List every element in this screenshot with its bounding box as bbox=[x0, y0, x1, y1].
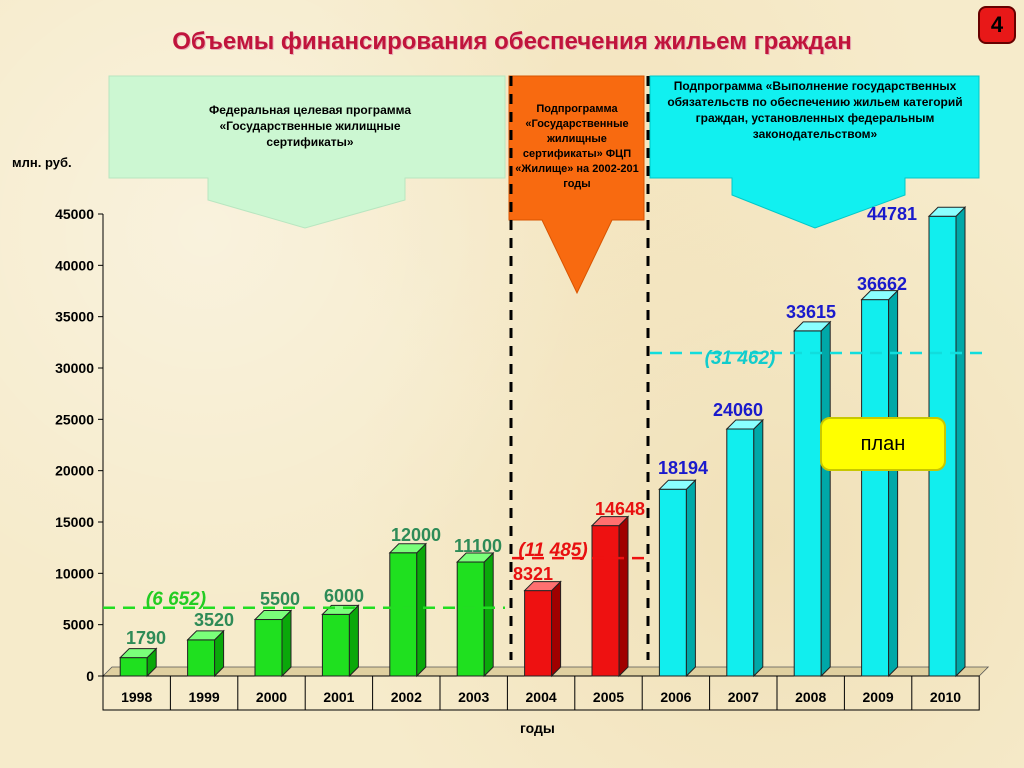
bar-side-2008 bbox=[820, 320, 831, 678]
y-tick-label: 40000 bbox=[55, 257, 94, 273]
chart-title: Объемы финансирования обеспечения жильем… bbox=[172, 28, 852, 55]
x-tick-label: 2009 bbox=[863, 689, 894, 705]
y-tick-label: 10000 bbox=[55, 565, 94, 581]
bar-2005 bbox=[591, 525, 620, 677]
bar-2003 bbox=[456, 561, 485, 677]
bar-top-2009 bbox=[860, 290, 899, 301]
bar-side-2010 bbox=[955, 206, 966, 678]
bar-top-2010 bbox=[927, 206, 967, 217]
y-tick-label: 15000 bbox=[55, 514, 94, 530]
bar-2000 bbox=[254, 619, 283, 677]
y-tick-label: 25000 bbox=[55, 411, 94, 427]
x-tick-label: 2003 bbox=[458, 689, 489, 705]
y-tick-label: 35000 bbox=[55, 309, 94, 325]
data-label-2004: 8321 bbox=[513, 564, 553, 584]
bar-2001 bbox=[321, 613, 350, 677]
data-label-2007: 24060 bbox=[713, 400, 763, 420]
x-tick-label: 2004 bbox=[526, 689, 557, 705]
bar-side-2005 bbox=[618, 515, 629, 678]
bar-top-2006 bbox=[658, 479, 697, 490]
x-tick-label: 2000 bbox=[256, 689, 287, 705]
average-label-green: (6 652) bbox=[146, 589, 206, 610]
y-tick-label: 5000 bbox=[63, 617, 94, 633]
housing-banner-arrow bbox=[508, 75, 645, 295]
bar-top-2000 bbox=[253, 610, 293, 621]
data-label-2000: 5500 bbox=[260, 589, 300, 609]
data-label-2005: 14648 bbox=[595, 499, 645, 519]
y-tick-label: 20000 bbox=[55, 463, 94, 479]
bar-1998 bbox=[119, 657, 148, 677]
x-tick-label: 2010 bbox=[930, 689, 961, 705]
bar-top-1998 bbox=[118, 648, 158, 659]
x-tick-label: 2005 bbox=[593, 689, 624, 705]
bar-2009 bbox=[861, 299, 890, 677]
bar-top-2007 bbox=[725, 419, 765, 430]
bar-side-2003 bbox=[483, 551, 494, 678]
bar-side-2009 bbox=[888, 289, 899, 678]
data-label-1999: 3520 bbox=[194, 610, 234, 630]
x-tick-label: 2002 bbox=[391, 689, 422, 705]
x-tick-label: 1998 bbox=[121, 689, 152, 705]
bar-top-2005 bbox=[590, 516, 630, 527]
bar-2006 bbox=[658, 488, 687, 677]
bar-1999 bbox=[187, 639, 216, 677]
data-label-2003: 11100 bbox=[454, 536, 502, 556]
bar-top-2002 bbox=[388, 543, 428, 554]
y-tick-label: 30000 bbox=[55, 360, 94, 376]
x-tick-label: 2008 bbox=[795, 689, 826, 705]
housing-banner-text: Подпрограмма «Государственные жилищные с… bbox=[515, 103, 639, 190]
x-tick-label: 2007 bbox=[728, 689, 759, 705]
slide-number-badge: 4 bbox=[978, 6, 1016, 44]
bar-side-2000 bbox=[281, 609, 292, 678]
data-label-1998: 1790 bbox=[126, 628, 166, 648]
y-axis-unit-label: млн. руб. bbox=[12, 155, 72, 170]
obligations-banner-text: Подпрограмма «Выполнение государственных… bbox=[667, 79, 963, 141]
y-tick-label: 45000 bbox=[55, 206, 94, 222]
data-label-2002: 12000 bbox=[391, 525, 441, 545]
data-label-2010: 44781 bbox=[867, 204, 917, 224]
bar-2008 bbox=[793, 330, 822, 677]
data-label-2001: 6000 bbox=[324, 586, 364, 606]
average-label-red: (11 485) bbox=[518, 540, 587, 561]
x-tick-label: 1999 bbox=[189, 689, 220, 705]
data-label-2006: 18194 bbox=[658, 458, 708, 478]
bar-top-2003 bbox=[455, 552, 495, 563]
bar-top-2008 bbox=[792, 321, 832, 332]
bar-2004 bbox=[524, 590, 553, 677]
x-tick-label: 2006 bbox=[660, 689, 691, 705]
bar-side-2001 bbox=[348, 604, 359, 678]
bar-2007 bbox=[726, 428, 755, 677]
bar-side-2006 bbox=[685, 479, 696, 678]
bar-2002 bbox=[389, 552, 418, 677]
bar-top-1999 bbox=[186, 630, 225, 641]
average-label-cyan: (31 462) bbox=[705, 348, 776, 369]
federal-banner-arrow bbox=[108, 75, 506, 229]
bar-side-2007 bbox=[753, 418, 764, 678]
data-label-2008: 33615 bbox=[786, 302, 836, 322]
bar-top-2004 bbox=[523, 581, 562, 592]
plan-legend-box: план bbox=[820, 417, 946, 471]
x-tick-label: 2001 bbox=[323, 689, 354, 705]
bar-side-2002 bbox=[416, 542, 427, 678]
data-label-2009: 36662 bbox=[857, 274, 907, 294]
obligations-banner-arrow bbox=[649, 75, 980, 229]
y-tick-label: 0 bbox=[86, 668, 94, 684]
x-axis-label: годы bbox=[520, 720, 555, 736]
federal-banner-text: Федеральная целевая программа «Государст… bbox=[208, 103, 412, 149]
bar-side-2004 bbox=[551, 580, 562, 678]
